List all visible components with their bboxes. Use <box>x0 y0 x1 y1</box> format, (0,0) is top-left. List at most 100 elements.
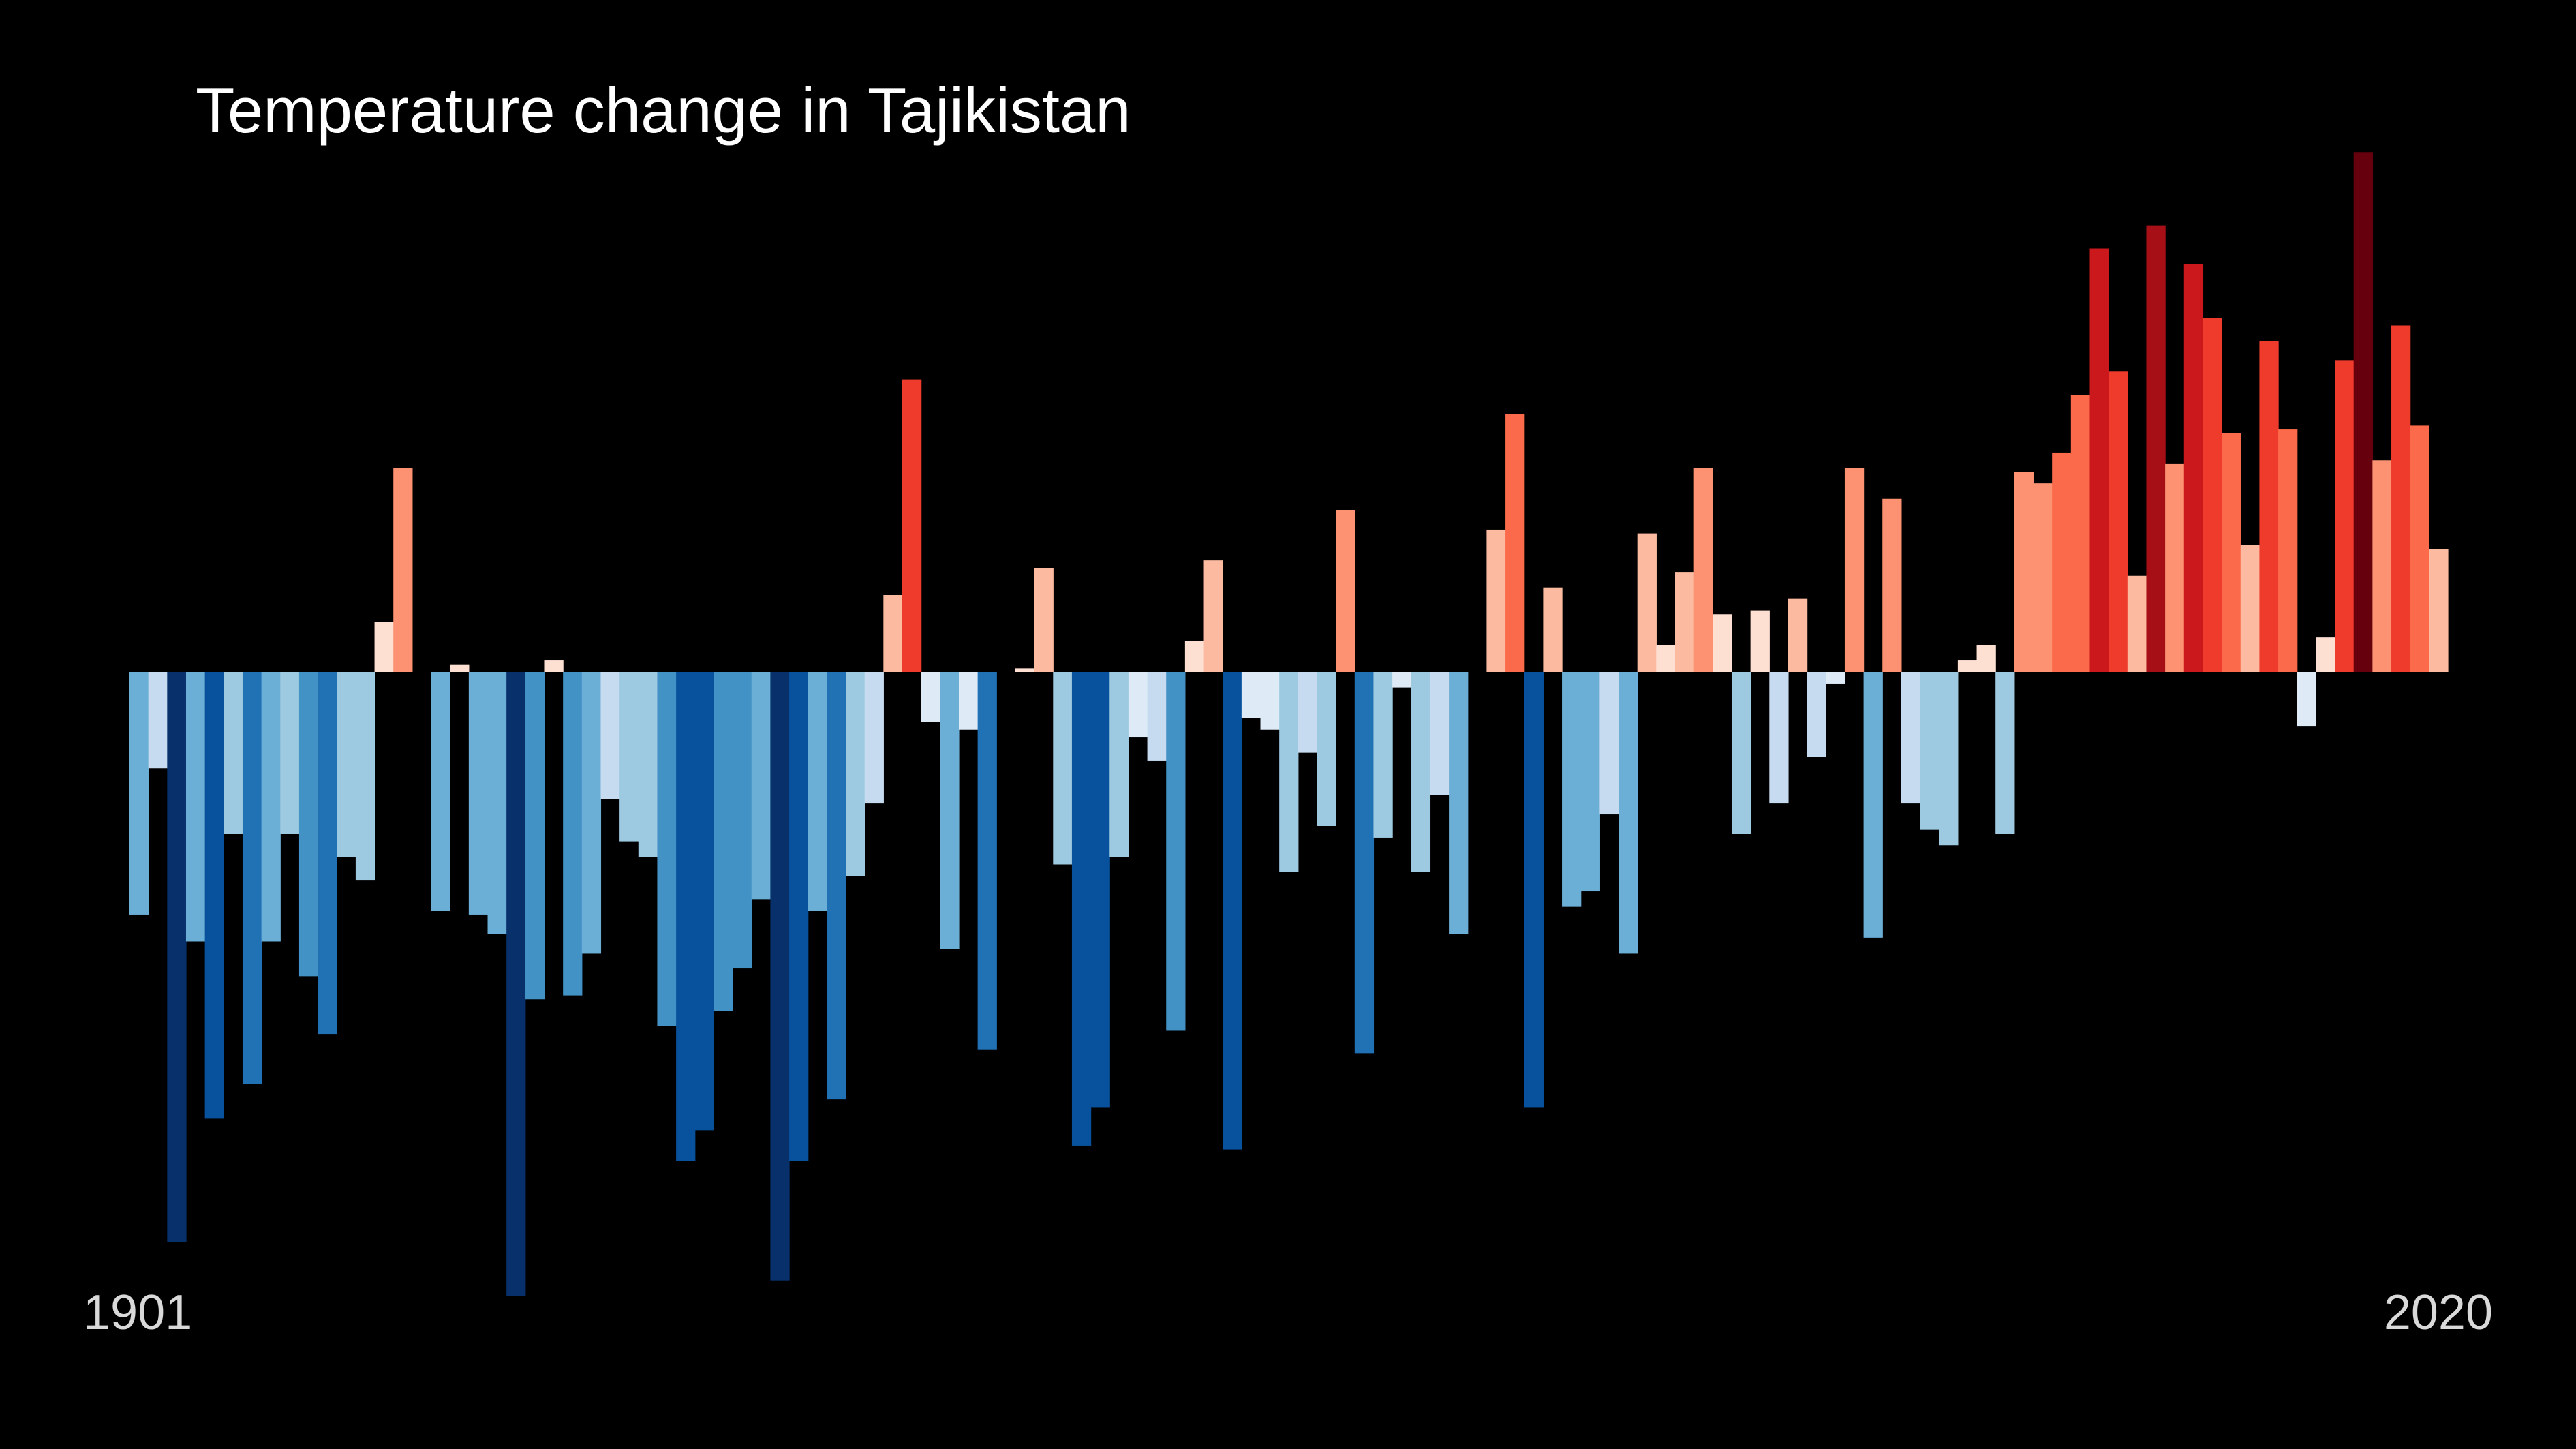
bar-1913 <box>355 672 375 881</box>
bar-2003 <box>2052 452 2072 672</box>
bar-1908 <box>261 672 281 942</box>
bar-1937 <box>808 672 827 911</box>
bar-1928 <box>638 672 658 857</box>
bar-2002 <box>2033 483 2053 672</box>
bar-2009 <box>2165 463 2185 672</box>
bar-1938 <box>827 672 846 1100</box>
bar-2001 <box>2014 472 2034 672</box>
bar-1924 <box>563 672 583 996</box>
bar-1979 <box>1599 672 1619 815</box>
bar-2008 <box>2146 225 2166 673</box>
bar-1986 <box>1731 672 1751 834</box>
bar-1980 <box>1619 672 1638 954</box>
bar-1951 <box>1071 672 1092 1146</box>
bar-1988 <box>1769 672 1789 804</box>
bar-1995 <box>1901 672 1921 804</box>
bar-2019 <box>2353 152 2373 672</box>
bar-2022 <box>2410 425 2429 672</box>
bar-1904 <box>185 672 206 942</box>
bar-2005 <box>2089 248 2109 672</box>
bar-1932 <box>714 672 733 1011</box>
bar-1983 <box>1675 572 1695 672</box>
bar-1939 <box>846 672 865 876</box>
bar-1999 <box>1976 645 1996 672</box>
end-year-label: 2020 <box>2384 1285 2493 1340</box>
bar-1948 <box>1015 668 1035 672</box>
bar-1918 <box>450 664 470 672</box>
bar-1965 <box>1336 510 1355 672</box>
bar-1925 <box>581 672 602 954</box>
bar-2020 <box>2372 460 2392 672</box>
bar-1934 <box>751 672 771 900</box>
bar-1969 <box>1411 672 1431 872</box>
bar-1957 <box>1184 641 1205 672</box>
bar-1943 <box>921 672 940 722</box>
bar-1949 <box>1034 568 1054 672</box>
bar-1902 <box>148 672 168 769</box>
bar-1933 <box>733 672 752 969</box>
bar-1992 <box>1844 468 1865 672</box>
bar-1903 <box>167 672 187 1242</box>
bar-1901 <box>129 672 149 915</box>
bar-1961 <box>1260 672 1280 730</box>
bars-group <box>129 152 2449 1296</box>
bar-1963 <box>1298 672 1318 753</box>
bar-1920 <box>487 672 507 934</box>
bar-1944 <box>940 672 960 949</box>
bar-1981 <box>1637 533 1657 672</box>
bar-1959 <box>1223 672 1242 1150</box>
bar-1945 <box>958 672 979 730</box>
bar-2017 <box>2316 637 2335 672</box>
bar-1940 <box>864 672 884 804</box>
bar-1971 <box>1449 672 1469 934</box>
chart-title: Temperature change in Tajikistan <box>196 74 1131 146</box>
bar-1911 <box>318 672 337 1035</box>
bar-1975 <box>1524 672 1544 1108</box>
bar-1998 <box>1957 660 1978 672</box>
bar-1915 <box>393 468 413 672</box>
bar-1927 <box>619 672 639 842</box>
bar-1993 <box>1863 672 1883 938</box>
bar-1910 <box>298 672 319 977</box>
bar-1931 <box>694 672 715 1131</box>
bar-1994 <box>1882 498 1902 672</box>
bar-1935 <box>770 672 790 1281</box>
bar-1996 <box>1920 672 1939 830</box>
bar-1984 <box>1693 468 1713 672</box>
bar-1905 <box>204 672 224 1119</box>
bar-2012 <box>2222 433 2241 672</box>
bar-1978 <box>1580 672 1600 892</box>
bar-1970 <box>1430 672 1450 795</box>
bar-2015 <box>2278 429 2298 672</box>
bar-2018 <box>2335 360 2355 672</box>
bar-1926 <box>600 672 620 799</box>
bar-2010 <box>2183 264 2204 673</box>
bar-2014 <box>2259 341 2279 672</box>
bar-1997 <box>1939 672 1959 846</box>
bar-1976 <box>1543 587 1563 672</box>
bar-1921 <box>506 672 526 1296</box>
bar-1936 <box>789 672 809 1161</box>
bar-1917 <box>431 672 450 911</box>
bar-2021 <box>2391 325 2411 672</box>
bar-1968 <box>1392 672 1412 688</box>
bar-1966 <box>1354 672 1375 1054</box>
bar-1907 <box>242 672 262 1084</box>
bar-1989 <box>1788 598 1808 672</box>
bar-1982 <box>1656 645 1676 672</box>
bar-1974 <box>1505 414 1525 672</box>
bar-1991 <box>1826 672 1845 684</box>
bar-1950 <box>1053 672 1073 865</box>
bar-2006 <box>2109 371 2128 672</box>
bar-1923 <box>544 660 564 672</box>
bar-1954 <box>1128 672 1148 738</box>
bar-2016 <box>2297 672 2316 727</box>
bar-1929 <box>657 672 677 1026</box>
bar-1909 <box>280 672 300 834</box>
bar-1990 <box>1807 672 1826 757</box>
bar-1987 <box>1750 610 1770 672</box>
bar-1973 <box>1486 529 1506 672</box>
bar-1946 <box>977 672 997 1050</box>
bar-1956 <box>1166 672 1186 1031</box>
